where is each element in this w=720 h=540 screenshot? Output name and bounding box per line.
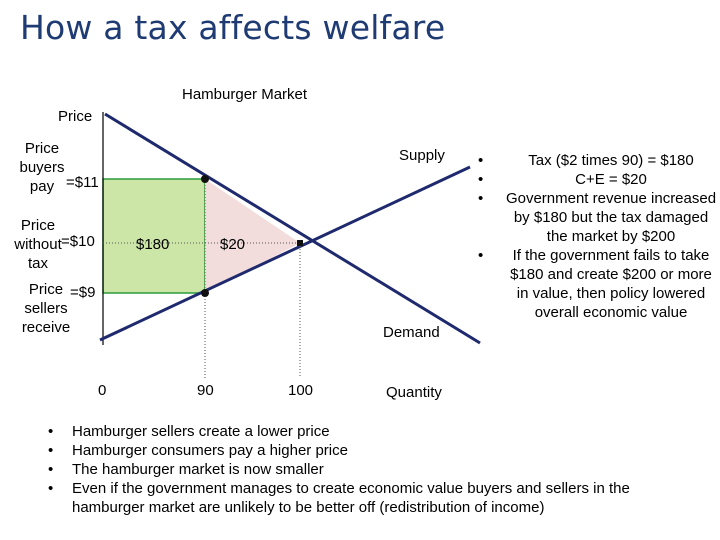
supply-label: Supply bbox=[399, 147, 445, 164]
supply-curve bbox=[99, 165, 471, 342]
bullet-icon: • bbox=[48, 461, 54, 478]
bullet-icon: • bbox=[48, 480, 54, 497]
sellers-price-point bbox=[201, 289, 209, 297]
bottom-bullet-list: • Hamburger sellers create a lower price … bbox=[48, 422, 688, 517]
chart-title: Hamburger Market bbox=[182, 86, 308, 103]
deadweight-loss-label: $20 bbox=[220, 236, 246, 253]
bullet-icon: • bbox=[48, 423, 54, 440]
without-tax-price-value: =$10 bbox=[61, 233, 95, 250]
demand-label: Demand bbox=[383, 324, 440, 341]
list-item: • The hamburger market is now smaller bbox=[48, 461, 324, 478]
sellers-price-value: =$9 bbox=[70, 284, 96, 301]
deadweight-loss-area bbox=[205, 179, 300, 293]
list-item: • If the government fails to take $180 an… bbox=[478, 247, 712, 321]
bullet-icon: • bbox=[478, 190, 484, 207]
price-buyers-pay-label: Price buyers pay bbox=[19, 140, 65, 195]
tax-revenue-area bbox=[102, 178, 206, 294]
list-item: • Hamburger consumers pay a higher price bbox=[48, 442, 348, 459]
right-bullet-list: • Tax ($2 times 90) = $180 • C+E = $20 • Go… bbox=[478, 151, 718, 322]
x-tick-0: 0 bbox=[98, 382, 107, 399]
list-item: • C+E = $20 bbox=[478, 171, 647, 188]
bullet-icon: • bbox=[478, 247, 484, 264]
buyers-price-point bbox=[201, 175, 209, 183]
tax-revenue-label: $180 bbox=[136, 236, 170, 253]
equilibrium-point bbox=[297, 240, 303, 246]
list-item: • Hamburger sellers create a lower price bbox=[48, 423, 330, 440]
bullet-icon: • bbox=[478, 152, 484, 169]
price-sellers-receive-label: Price sellers receive bbox=[21, 281, 71, 336]
bullet-icon: • bbox=[48, 442, 54, 459]
y-axis-label: Price bbox=[58, 108, 93, 125]
x-tick-100: 100 bbox=[288, 382, 314, 399]
price-without-tax-label: Price without tax bbox=[14, 217, 62, 272]
list-item: • Even if the government manages to creat… bbox=[48, 480, 630, 516]
x-tick-90: 90 bbox=[197, 382, 214, 399]
list-item: • Tax ($2 times 90) = $180 bbox=[478, 152, 694, 169]
page-title: How a tax affects welfare bbox=[20, 8, 446, 47]
buyers-price-value: =$11 bbox=[66, 174, 99, 191]
list-item: • Government revenue increased by $180 bu… bbox=[478, 190, 717, 245]
demand-curve bbox=[104, 112, 481, 345]
bullet-icon: • bbox=[478, 171, 484, 188]
x-axis-label: Quantity bbox=[386, 384, 442, 401]
